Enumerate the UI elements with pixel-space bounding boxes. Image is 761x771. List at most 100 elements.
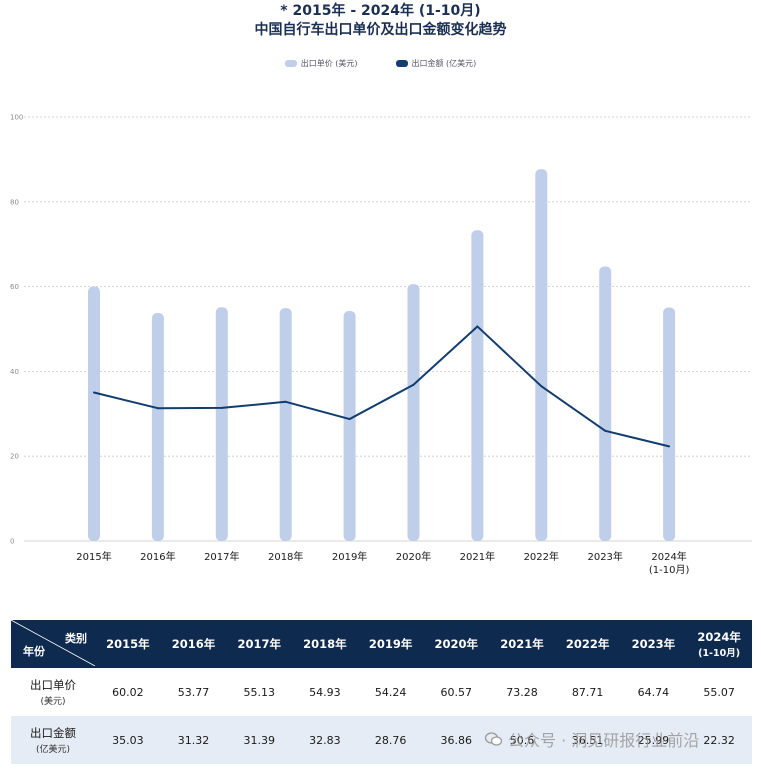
- table-cell-value: 31.39: [226, 716, 293, 764]
- line-point: [93, 391, 95, 394]
- header-year-label: 2015年: [106, 637, 150, 651]
- table-header-year: 2017年: [226, 620, 293, 668]
- table-row: 出口单价 (美元) 60.02 53.77 55.13 54.93 54.24 60.57 73…: [11, 668, 752, 716]
- table-cell-value: 22.32: [686, 716, 752, 764]
- bar: [535, 169, 548, 541]
- legend-item-export-amount: 出口金额 (亿美元): [395, 58, 477, 69]
- table-cell-value: 35.03: [95, 716, 161, 764]
- legend-label-unit-price: 出口单价 (美元): [300, 59, 358, 68]
- y-tick-label: 40: [10, 368, 19, 376]
- header-year-label: 2017年: [237, 637, 281, 651]
- table-header-year: 2024年 (1-10月): [686, 620, 752, 668]
- row-category-unit: (亿美元): [35, 745, 71, 755]
- header-year-label: 2024年: [697, 630, 741, 644]
- header-year-label: 2022年: [565, 637, 610, 651]
- corner-label-year: 年份: [23, 645, 45, 658]
- table-cell-value: 31.32: [160, 716, 227, 764]
- table-header-year: 2019年: [357, 620, 424, 668]
- y-tick-label: 20: [10, 453, 19, 461]
- data-table: 类别 年份 2015年 2016年 2017年 2018年 2019年 2020年 2021…: [11, 620, 752, 764]
- table-cell-value: 55.07: [686, 668, 752, 716]
- watermark-text: 公众号 · 洞见研报行业前沿: [508, 731, 700, 750]
- chart-title-line1: * 2015年 - 2024年 (1-10月): [280, 3, 481, 19]
- bar: [88, 286, 100, 541]
- header-year-label: 2023年: [631, 637, 676, 651]
- line-point: [284, 400, 287, 403]
- bar: [151, 313, 164, 541]
- bar: [407, 284, 420, 541]
- table-cell-value: 36.86: [423, 716, 490, 764]
- y-tick-label: 100: [10, 114, 23, 122]
- x-tick-label: 2018年: [268, 550, 303, 563]
- header-year-label: 2021年: [500, 637, 544, 651]
- table-cell-value: 36.51: [554, 716, 621, 764]
- x-tick-label: 2016年: [140, 550, 175, 563]
- line-point: [348, 418, 351, 421]
- bar: [663, 307, 676, 541]
- row-category-cell: 出口金额 (亿美元): [11, 716, 95, 764]
- table-cell-value: 28.76: [357, 716, 424, 764]
- row-category-label: 出口金额: [30, 726, 76, 740]
- x-tick-label: 2015年: [76, 550, 111, 563]
- x-tick-label: 2023年: [587, 550, 622, 563]
- line-point: [412, 383, 415, 386]
- bar: [279, 308, 292, 541]
- bar: [471, 230, 484, 542]
- table-corner-cell: 类别 年份: [11, 620, 95, 668]
- table-cell-value: 32.83: [292, 716, 358, 764]
- row-category-label: 出口单价: [30, 678, 76, 692]
- corner-label-category: 类别: [65, 632, 87, 645]
- table-cell-value: 54.93: [292, 668, 358, 716]
- x-tick-label: 2017年: [204, 550, 239, 563]
- table-cell-value: 54.24: [357, 668, 424, 716]
- x-tick-label: 2021年: [460, 550, 495, 563]
- x-tick-label: 2022年: [524, 550, 559, 563]
- table-header-year: 2020年: [423, 620, 490, 668]
- table-cell-value: 25.99: [620, 716, 687, 764]
- line-point: [156, 407, 159, 410]
- table-header-year: 2016年: [160, 620, 227, 668]
- wechat-icon: [485, 732, 502, 746]
- chart-legend: 出口单价 (美元) 出口金额 (亿美元): [0, 58, 761, 69]
- legend-swatch-line: [395, 60, 408, 67]
- table-header-year: 2015年: [95, 620, 161, 668]
- legend-swatch-bar: [284, 60, 297, 67]
- legend-item-unit-price: 出口单价 (美元): [284, 58, 358, 69]
- header-year-label: 2019年: [368, 637, 413, 651]
- table-cell-value: 87.71: [554, 668, 621, 716]
- x-tick-label: (1-10月): [649, 564, 690, 576]
- row-category-cell: 出口单价 (美元): [11, 668, 95, 716]
- bar: [599, 266, 612, 541]
- corner-diagonal: [11, 620, 95, 666]
- header-year-label: 2020年: [434, 637, 479, 651]
- x-tick-label: 2019年: [332, 550, 367, 563]
- chart-title-line2: 中国自行车出口单价及出口金额变化趋势: [254, 22, 507, 38]
- table-header-row: 类别 年份 2015年 2016年 2017年 2018年 2019年 2020年 2021…: [11, 620, 752, 668]
- header-year-sub: (1-10月): [698, 648, 741, 659]
- table-cell-value: 55.13: [226, 668, 293, 716]
- y-tick-label: 80: [10, 198, 19, 206]
- row-category-unit: (美元): [40, 697, 66, 707]
- y-tick-label: 60: [10, 283, 19, 291]
- line-point: [220, 406, 223, 409]
- table-cell-value: 73.28: [489, 668, 555, 716]
- line-series: [93, 325, 670, 448]
- table-cell-value: 60.57: [423, 668, 490, 716]
- table-header-year: 2021年: [489, 620, 555, 668]
- table-header-year: 2018年: [292, 620, 358, 668]
- line-point: [668, 445, 671, 448]
- table-cell-value: 60.02: [95, 668, 161, 716]
- x-tick-label: 2020年: [396, 550, 431, 563]
- legend-label-export-amount: 出口金额 (亿美元): [411, 59, 477, 68]
- line-point: [604, 429, 607, 432]
- table-cell-value: 53.77: [160, 668, 227, 716]
- line-point: [476, 325, 479, 328]
- line-point: [540, 385, 543, 388]
- table-row: 出口金额 (亿美元) 35.03 31.32 31.39 32.83 28.76 36.86 5…: [11, 716, 752, 764]
- bar: [343, 311, 356, 541]
- y-tick-label: 0: [10, 538, 14, 546]
- watermark: 公众号 · 洞见研报行业前沿: [485, 727, 699, 751]
- combo-chart: 0 20 40 60 80 100 2015年 2016年 2017年 2018年 2019年 202…: [10, 114, 752, 576]
- table-header-year: 2023年: [620, 620, 687, 668]
- table-header-year: 2022年: [554, 620, 621, 668]
